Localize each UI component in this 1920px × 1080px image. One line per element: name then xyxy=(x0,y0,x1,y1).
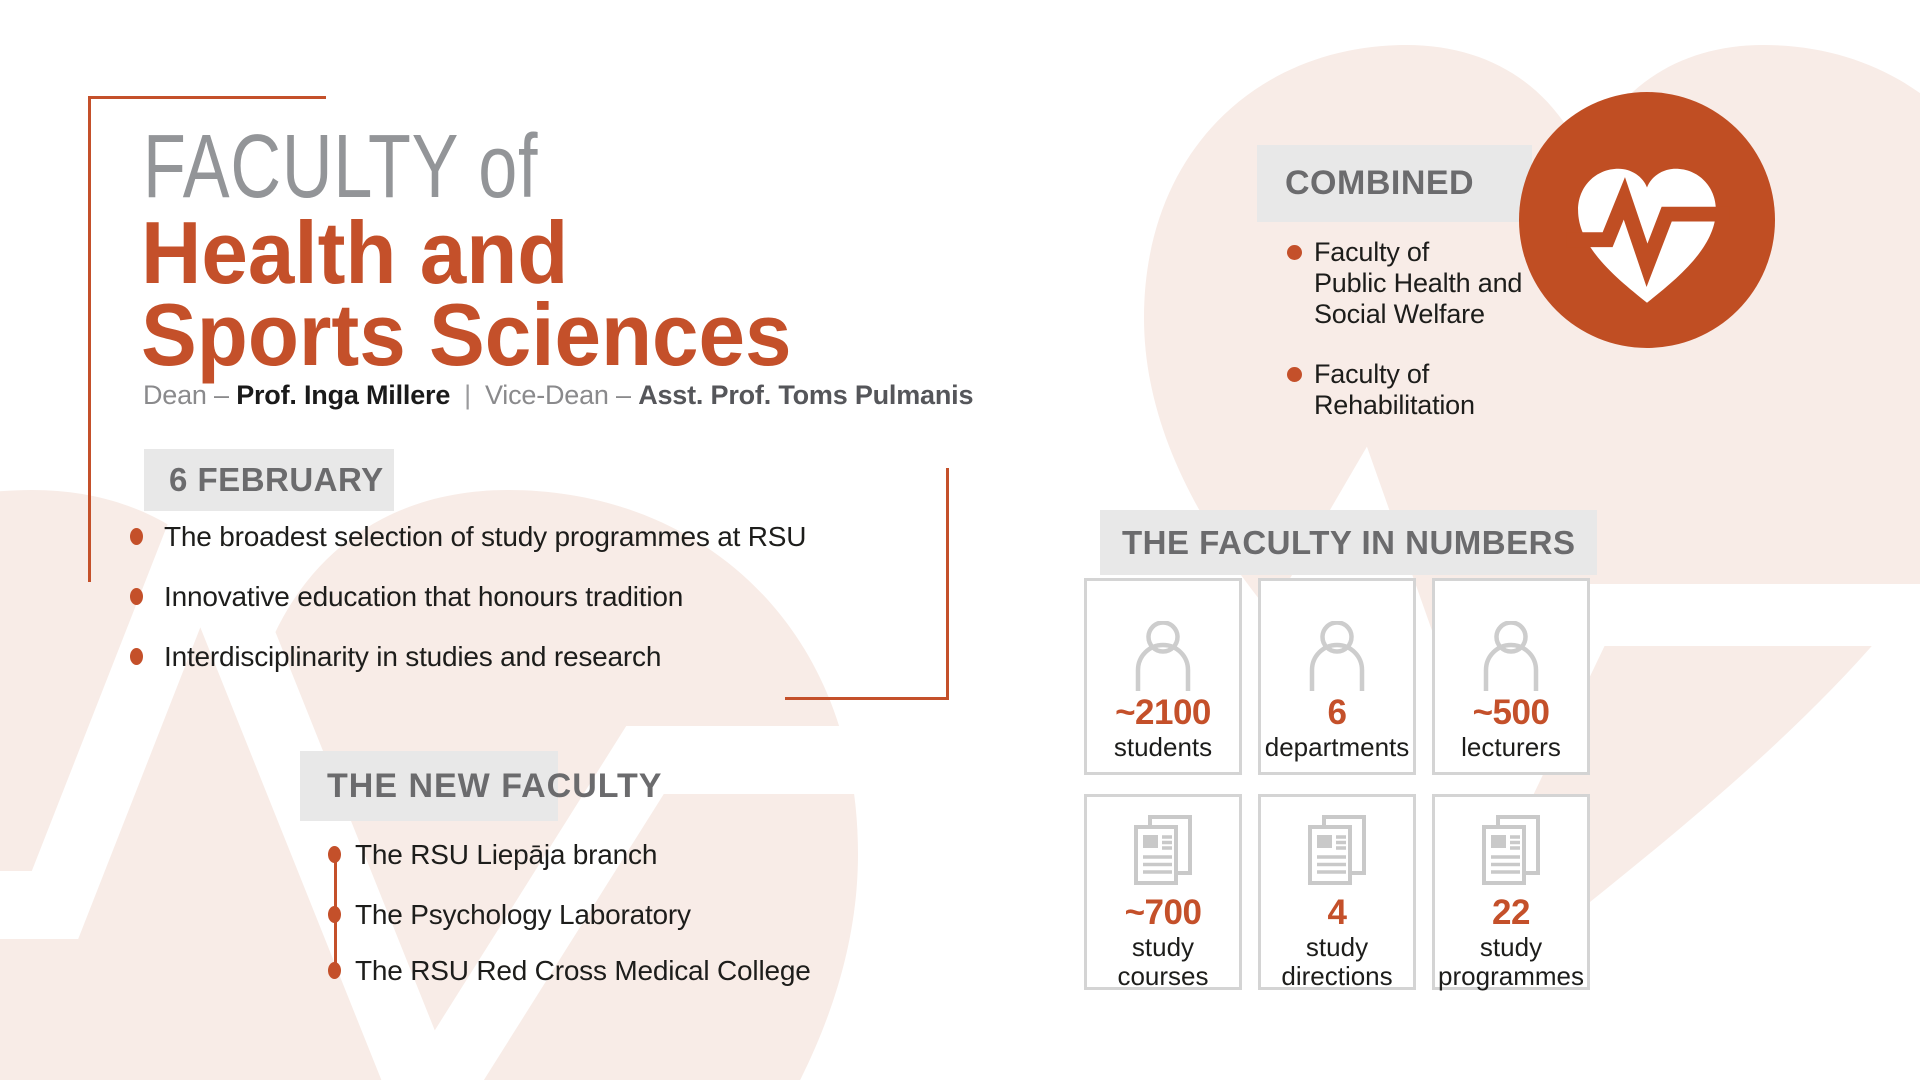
stat-label-line: courses xyxy=(1117,961,1209,991)
corner-line-top xyxy=(88,96,326,99)
stat-label-line: programmes xyxy=(1438,961,1584,991)
new-faculty-bullet-2: The Psychology Laboratory xyxy=(355,899,691,930)
bullet-icon xyxy=(130,648,143,665)
bullet-icon xyxy=(1287,367,1302,382)
vice-dean-label: Vice-Dean – xyxy=(484,380,631,410)
stat-card-departments: 6 departments xyxy=(1258,578,1416,775)
page-title-line1: Health and xyxy=(141,203,569,302)
stat-card-students: ~2100 students xyxy=(1084,578,1242,775)
february-bullet-1: The broadest selection of study programm… xyxy=(164,521,807,552)
combined-bullet-1-line1: Faculty of xyxy=(1314,237,1430,267)
combined-bullet-2-line2: Rehabilitation xyxy=(1314,390,1475,420)
bullet-icon xyxy=(130,588,143,605)
list-item: Interdisciplinarity in studies and resea… xyxy=(130,641,661,673)
person-icon xyxy=(1135,581,1191,691)
corner-line-left xyxy=(88,96,91,582)
stat-label: students xyxy=(1114,733,1212,762)
stat-value: 4 xyxy=(1327,893,1347,932)
stat-label: study directions xyxy=(1281,933,1392,991)
combined-bullet-2: Faculty of Rehabilitation xyxy=(1314,359,1475,421)
new-faculty-bullet-3: The RSU Red Cross Medical College xyxy=(355,955,811,986)
stat-label-line: lecturers xyxy=(1461,732,1561,762)
deans-line: Dean – Prof. Inga Millere | Vice-Dean – As… xyxy=(143,380,973,411)
stat-value: 22 xyxy=(1492,893,1530,932)
stat-label-line: directions xyxy=(1281,961,1393,991)
new-faculty-heading-box xyxy=(300,751,558,821)
person-icon xyxy=(1309,581,1365,691)
stat-label: study programmes xyxy=(1438,933,1584,991)
stat-value: ~700 xyxy=(1124,893,1202,932)
numbers-heading: THE FACULTY IN NUMBERS xyxy=(1122,524,1576,561)
numbers-heading-box xyxy=(1100,510,1597,575)
new-faculty-heading: THE NEW FACULTY xyxy=(327,767,663,805)
combined-bullet-1-line3: Social Welfare xyxy=(1314,299,1485,329)
dean-label: Dean – xyxy=(143,380,229,410)
list-item: Faculty of Public Health and Social Welf… xyxy=(1287,237,1522,330)
divider-line-horizontal xyxy=(785,697,949,700)
bullet-icon xyxy=(130,528,143,545)
combined-bullet-2-line1: Faculty of xyxy=(1314,359,1430,389)
list-item: Faculty of Rehabilitation xyxy=(1287,359,1475,421)
stat-label-line: students xyxy=(1113,732,1213,762)
list-item: The RSU Red Cross Medical College xyxy=(328,955,811,987)
stat-card-study-courses: ~700 study courses xyxy=(1084,794,1242,991)
stat-label: lecturers xyxy=(1461,733,1561,762)
bullet-icon xyxy=(1287,245,1302,260)
stat-value: ~2100 xyxy=(1115,693,1211,732)
bullet-icon xyxy=(328,906,341,923)
combined-heading: COMBINED xyxy=(1285,164,1475,202)
heartbeat-icon xyxy=(1519,92,1775,348)
stat-value: ~500 xyxy=(1472,693,1550,732)
new-faculty-bullet-1: The RSU Liepāja branch xyxy=(355,839,658,870)
divider-line-vertical xyxy=(946,468,949,699)
stat-label-line: departments xyxy=(1264,732,1410,762)
document-icon xyxy=(1133,797,1193,891)
page-title-kicker: FACULTY of xyxy=(143,117,539,217)
page-title-line2: Sports Sciences xyxy=(141,285,792,384)
stat-label-line: study xyxy=(1479,932,1543,962)
february-heading: 6 FEBRUARY xyxy=(169,461,384,498)
stats-grid: ~2100 students 6 departments xyxy=(1084,578,1590,991)
february-bullet-3: Interdisciplinarity in studies and resea… xyxy=(164,641,662,672)
stat-label-line: study xyxy=(1131,932,1195,962)
bullet-icon xyxy=(328,846,341,863)
dean-separator: | xyxy=(464,380,471,410)
bullet-icon xyxy=(328,962,341,979)
list-item: The RSU Liepāja branch xyxy=(328,839,657,871)
list-item: The broadest selection of study programm… xyxy=(130,521,806,553)
list-item: The Psychology Laboratory xyxy=(328,899,691,931)
combined-bullet-1: Faculty of Public Health and Social Welf… xyxy=(1314,237,1522,330)
person-icon xyxy=(1483,581,1539,691)
dean-name: Prof. Inga Millere xyxy=(236,380,451,410)
stat-label: departments xyxy=(1265,733,1410,762)
stat-value: 6 xyxy=(1327,693,1347,732)
vice-dean-name: Asst. Prof. Toms Pulmanis xyxy=(638,380,974,410)
list-item: Innovative education that honours tradit… xyxy=(130,581,683,613)
stat-card-study-directions: 4 study directions xyxy=(1258,794,1416,991)
document-icon xyxy=(1481,797,1541,891)
combined-bullet-1-line2: Public Health and xyxy=(1314,268,1523,298)
combined-heading-box xyxy=(1257,145,1532,222)
stat-card-study-programmes: 22 study programmes xyxy=(1432,794,1590,991)
stat-label: study courses xyxy=(1117,933,1208,991)
stat-label-line: study xyxy=(1305,932,1369,962)
stat-card-lecturers: ~500 lecturers xyxy=(1432,578,1590,775)
february-bullet-2: Innovative education that honours tradit… xyxy=(164,581,684,612)
document-icon xyxy=(1307,797,1367,891)
february-heading-box xyxy=(144,449,394,511)
